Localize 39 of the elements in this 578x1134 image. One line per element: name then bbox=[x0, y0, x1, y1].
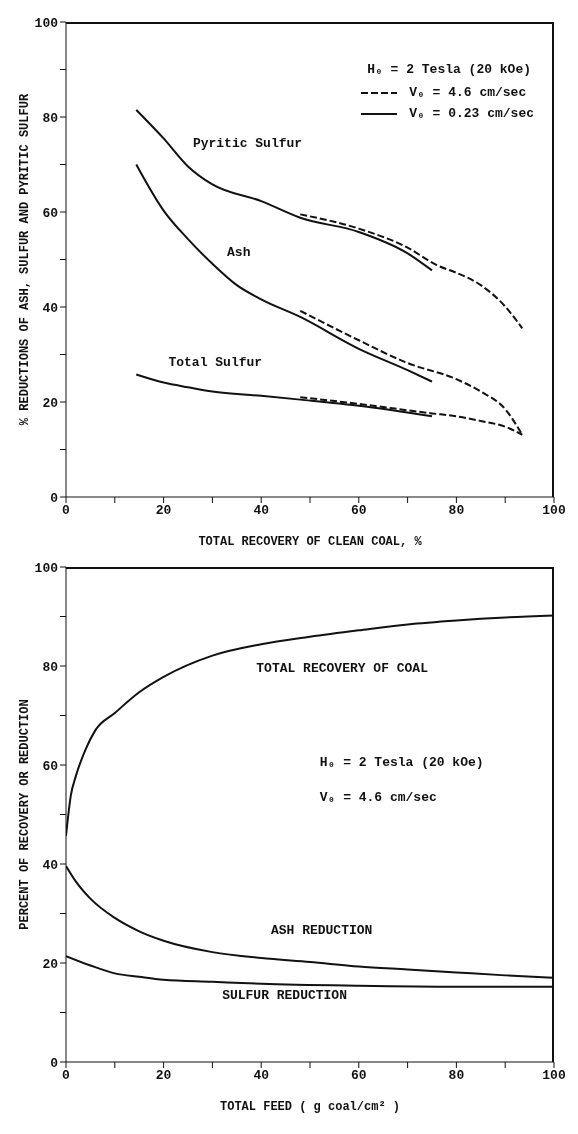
legend-label: V₀ = 0.23 cm/sec bbox=[409, 106, 534, 121]
annotation: SULFUR REDUCTION bbox=[222, 987, 347, 1003]
x-axis-title: TOTAL FEED ( g coal/cm² ) bbox=[219, 1100, 401, 1114]
y-tick-label: 60 bbox=[42, 758, 59, 774]
annotation: TOTAL RECOVERY OF COAL bbox=[256, 661, 428, 677]
y-tick-label: 40 bbox=[42, 857, 59, 873]
x-tick-label: 0 bbox=[62, 1068, 71, 1084]
y-axis-title: PERCENT OF RECOVERY OR REDUCTION bbox=[18, 699, 33, 930]
y-tick-label: 100 bbox=[34, 15, 59, 31]
annotation: ASH REDUCTION bbox=[270, 923, 373, 939]
y-tick-label: 80 bbox=[42, 110, 59, 126]
y-tick-label: 60 bbox=[42, 205, 59, 221]
x-tick-label: 20 bbox=[155, 503, 172, 519]
x-tick-label: 40 bbox=[253, 503, 270, 519]
y-tick-label: 40 bbox=[42, 300, 59, 316]
y-tick-label: 20 bbox=[42, 956, 59, 972]
x-tick-label: 80 bbox=[448, 1068, 465, 1084]
y-tick-label: 0 bbox=[50, 490, 59, 506]
x-tick-label: 60 bbox=[351, 503, 367, 519]
y-tick-label: 20 bbox=[42, 395, 59, 411]
x-tick-label: 100 bbox=[542, 503, 566, 519]
legend-label: V₀ = 4.6 cm/sec bbox=[409, 85, 527, 100]
x-tick-label: 20 bbox=[155, 1068, 172, 1084]
x-tick-label: 100 bbox=[542, 1068, 566, 1084]
x-axis-title: TOTAL RECOVERY OF CLEAN COAL, % bbox=[198, 535, 423, 549]
annotation: H₀ = 2 Tesla (20 kOe) bbox=[319, 755, 484, 771]
x-tick-label: 40 bbox=[253, 1068, 270, 1084]
annotation: Pyritic Sulfur bbox=[192, 136, 303, 151]
y-tick-label: 100 bbox=[34, 560, 59, 576]
annotation: Ash bbox=[227, 245, 251, 261]
y-tick-label: 0 bbox=[50, 1055, 59, 1071]
x-tick-label: 60 bbox=[351, 1068, 367, 1084]
x-tick-label: 0 bbox=[62, 503, 71, 519]
legend-title: H₀ = 2 Tesla (20 kOe) bbox=[367, 62, 532, 77]
annotation: Total Sulfur bbox=[168, 354, 263, 370]
x-tick-label: 80 bbox=[448, 503, 465, 519]
y-axis-title: % REDUCTIONS OF ASH, SULFUR AND PYRITIC SULFUR bbox=[18, 93, 33, 426]
y-tick-label: 80 bbox=[42, 659, 59, 675]
annotation: V₀ = 4.6 cm/sec bbox=[319, 789, 437, 805]
